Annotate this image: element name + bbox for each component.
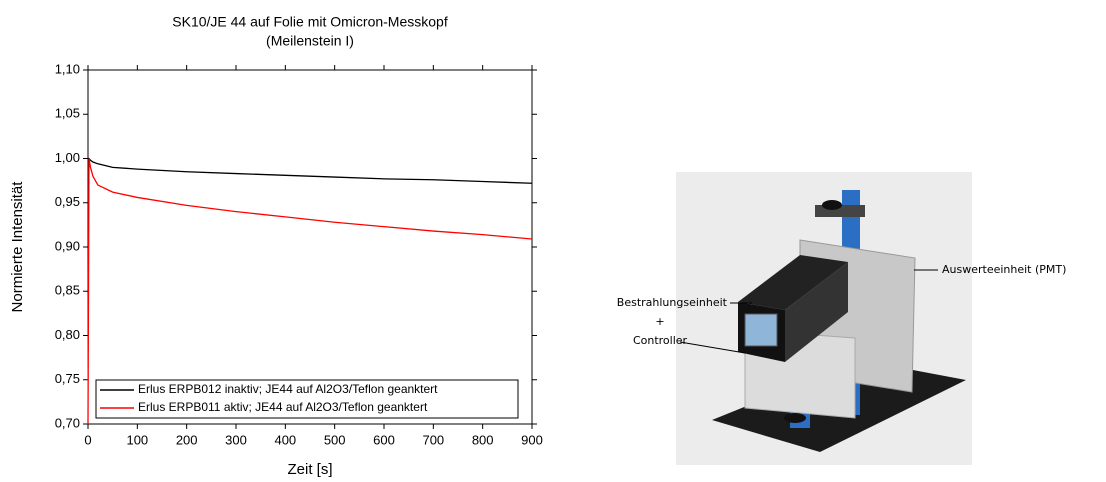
- x-tick-label: 100: [126, 432, 148, 447]
- x-axis-title: Zeit [s]: [287, 461, 332, 477]
- series-line: [87, 158, 533, 425]
- arrow: [679, 341, 746, 354]
- x-tick-label: 400: [274, 432, 296, 447]
- chart-title: SK10/JE 44 auf Folie mit Omicron-Messkop…: [172, 14, 448, 30]
- y-tick-label: 0,70: [55, 415, 80, 430]
- knob-front: [784, 413, 806, 423]
- x-tick-label: 200: [176, 432, 198, 447]
- y-axis-title: Normierte Intensität: [9, 181, 26, 313]
- photo-label: +: [655, 315, 664, 328]
- x-tick-label: 600: [373, 432, 395, 447]
- irradiation-box-top: [738, 255, 848, 310]
- x-tick-label: 700: [422, 432, 444, 447]
- photo: Auswerteeinheit (PMT) Bestrahlungseinhei…: [617, 172, 1066, 465]
- y-tick-label: 0,95: [55, 194, 80, 209]
- y-tick-label: 0,90: [55, 238, 80, 253]
- legend-label: Erlus ERPB012 inaktiv; JE44 auf Al2O3/Te…: [138, 382, 438, 396]
- y-tick-label: 0,85: [55, 283, 80, 298]
- y-tick-label: 0,80: [55, 327, 80, 342]
- series-line: [88, 157, 533, 184]
- x-tick-label: 0: [84, 432, 91, 447]
- y-tick-label: 0,75: [55, 371, 80, 386]
- y-tick-label: 1,00: [55, 150, 80, 165]
- y-tick-label: 1,10: [55, 61, 80, 76]
- x-tick-label: 800: [472, 432, 494, 447]
- photo-label: Bestrahlungseinheit: [617, 296, 728, 309]
- lens: [744, 313, 778, 347]
- photo-label: Auswerteeinheit (PMT): [942, 263, 1066, 276]
- plot-frame: [87, 69, 533, 425]
- legend-label: Erlus ERPB011 aktiv; JE44 auf Al2O3/Tefl…: [138, 400, 428, 414]
- x-tick-label: 900: [521, 432, 543, 447]
- chart-subtitle: (Meilenstein I): [266, 33, 354, 49]
- photo-label: Controller: [633, 334, 688, 347]
- knob: [822, 200, 842, 210]
- y-tick-label: 1,05: [55, 106, 80, 121]
- x-tick-label: 500: [324, 432, 346, 447]
- irradiation-box-side: [785, 262, 848, 362]
- legend-box: [95, 379, 519, 419]
- x-tick-label: 300: [225, 432, 247, 447]
